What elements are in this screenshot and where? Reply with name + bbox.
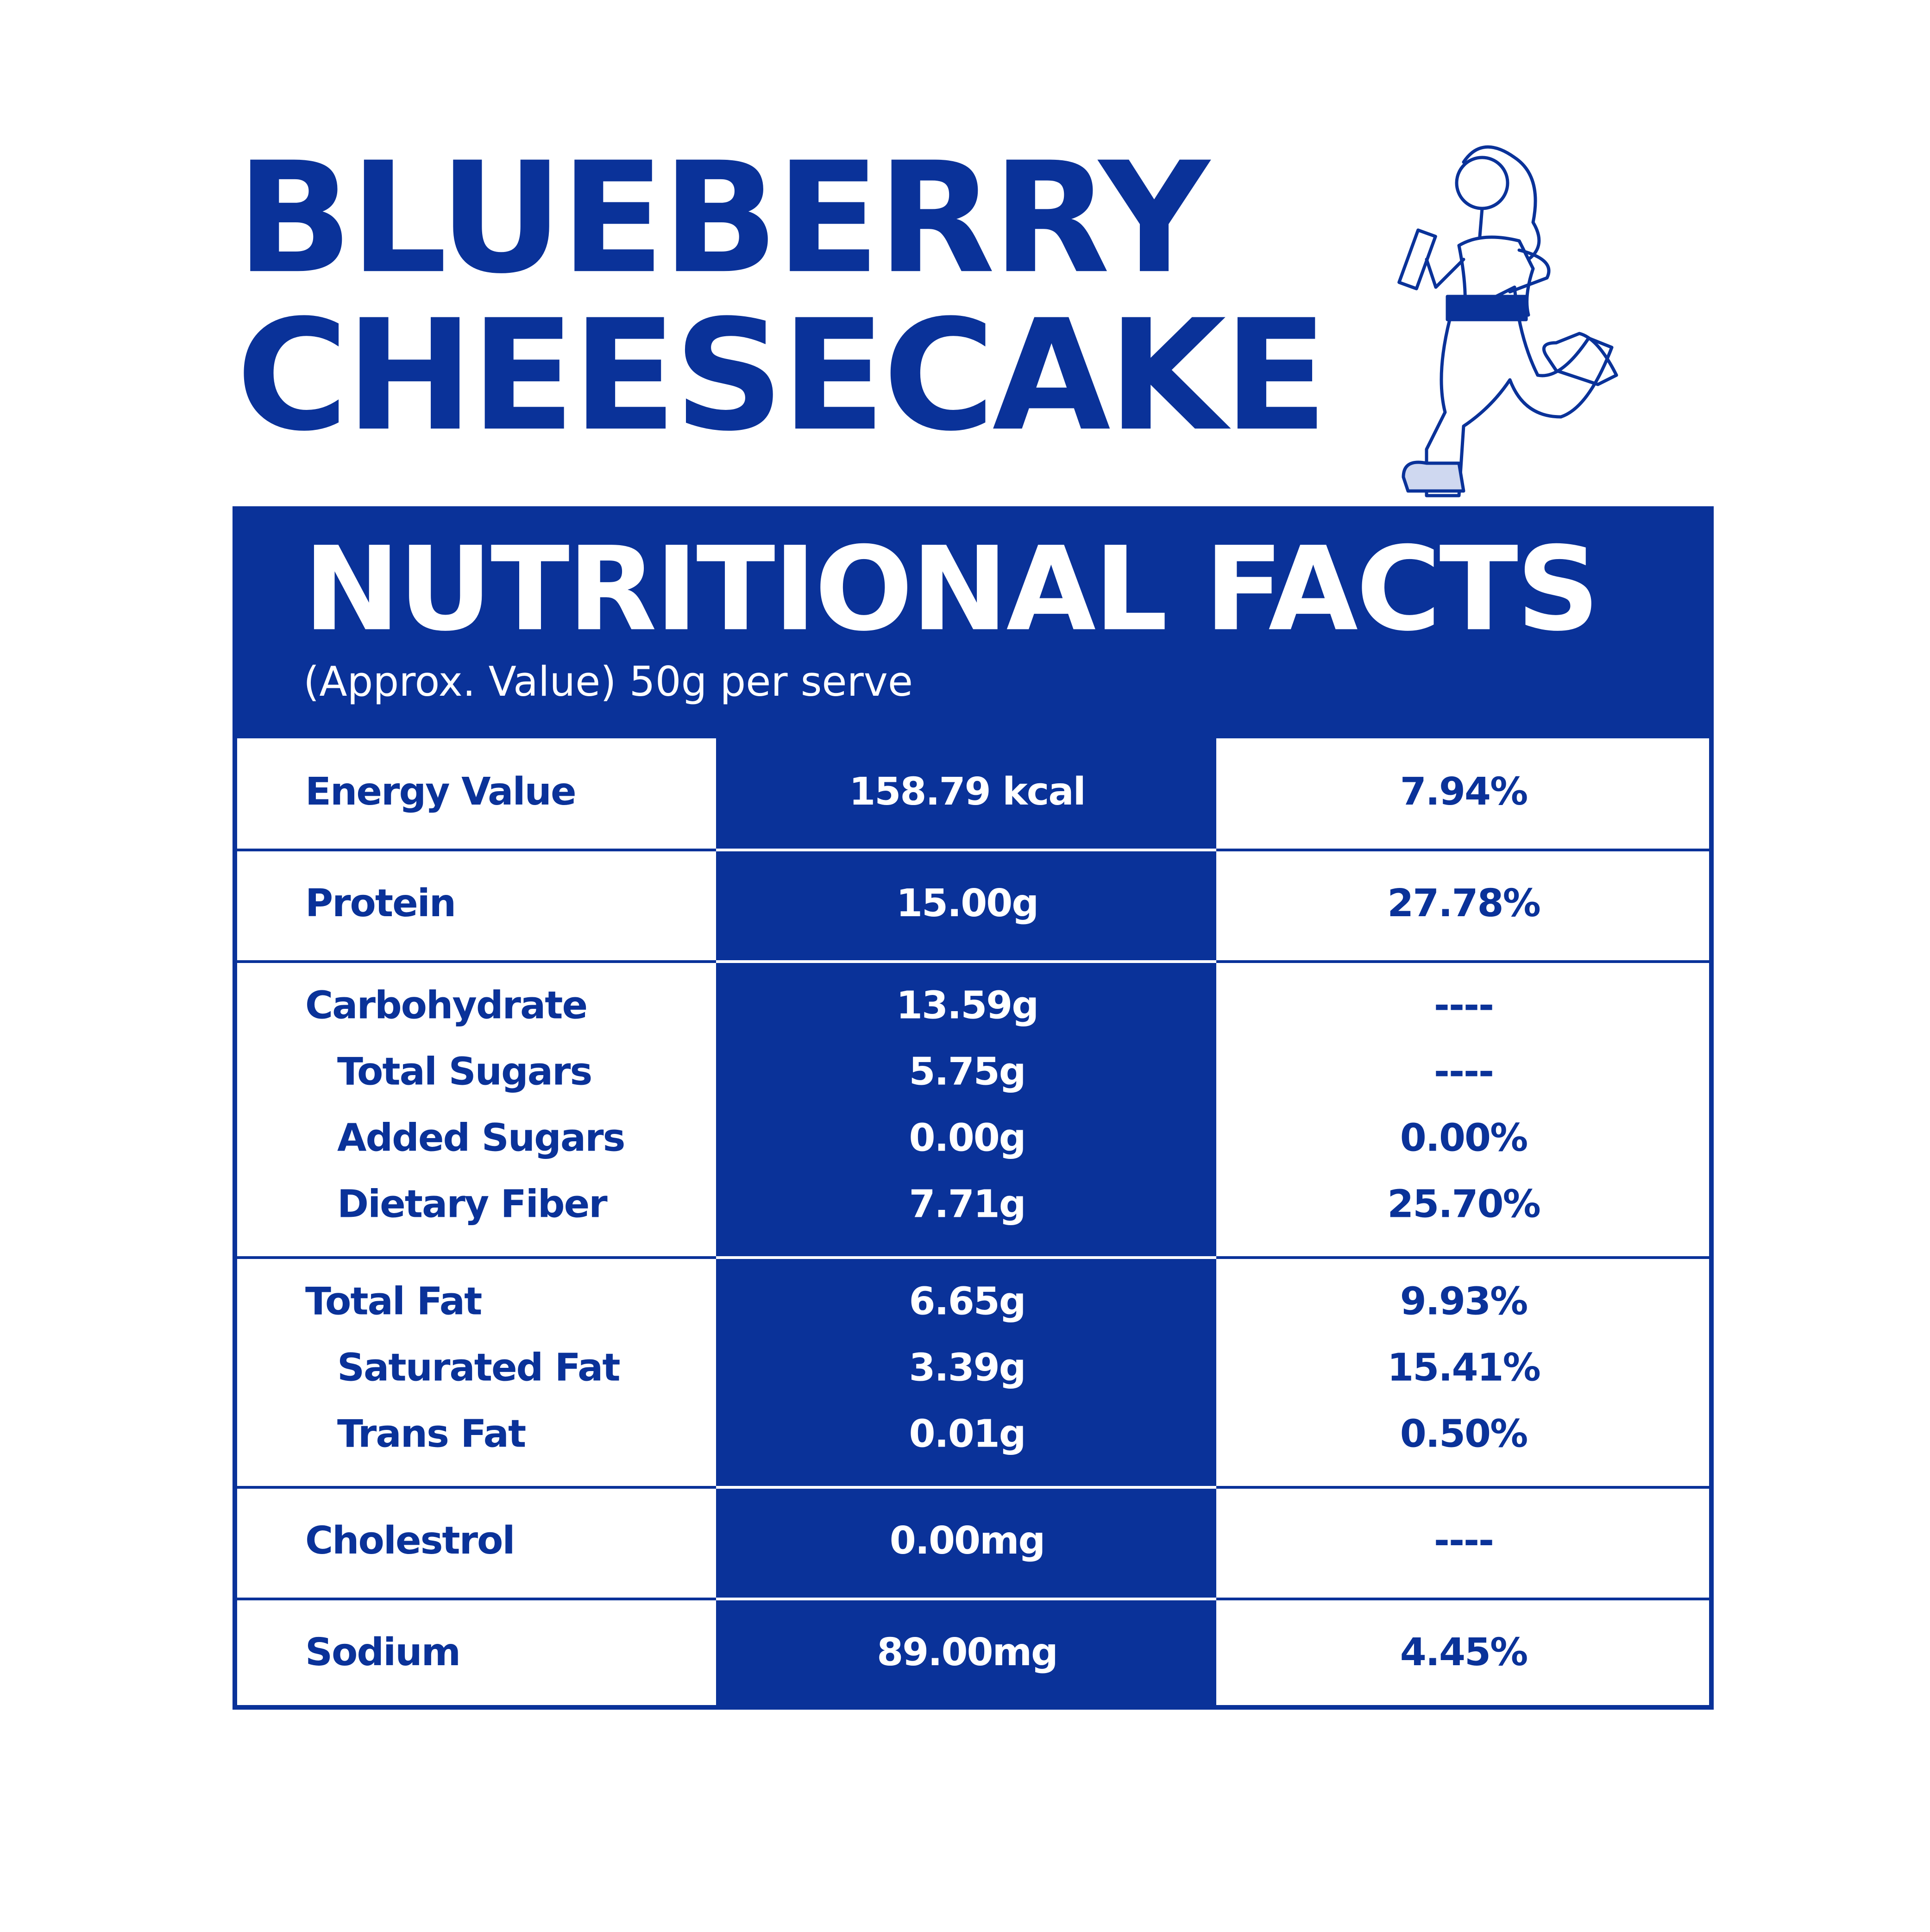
nutrient-amount: 0.00g: [909, 1116, 1025, 1160]
panel-title: NUTRITIONAL FACTS: [303, 522, 1598, 656]
daily-value: 9.93%: [1400, 1279, 1527, 1323]
nutrient-amount: 0.01g: [909, 1412, 1025, 1456]
panel-header: [233, 506, 1714, 738]
daily-value: 0.50%: [1400, 1412, 1527, 1456]
nutrient-amount: 15.00g: [896, 881, 1038, 925]
nutrient-amount: 3.39g: [909, 1346, 1025, 1390]
daily-value: 15.41%: [1387, 1346, 1540, 1390]
nutrient-amount: 7.71g: [909, 1182, 1025, 1226]
nutrient-name: Carbohydrate: [305, 983, 587, 1027]
daily-value: 25.70%: [1387, 1182, 1540, 1226]
nutrient-name: Total Sugars: [337, 1050, 591, 1094]
nutrient-name: Cholestrol: [305, 1519, 515, 1563]
nutrient-name: Dietary Fiber: [337, 1182, 608, 1226]
nutrient-amount: 13.59g: [896, 983, 1038, 1027]
panel-subtitle: (Approx. Value) 50g per serve: [303, 658, 913, 705]
nutrient-amount: 89.00mg: [877, 1630, 1057, 1674]
daily-value: 4.45%: [1400, 1630, 1527, 1674]
nutrient-amount: 5.75g: [909, 1050, 1025, 1094]
daily-value: 7.94%: [1400, 770, 1527, 814]
runner-illustration: [1397, 145, 1618, 497]
nutrient-name: Sodium: [305, 1630, 460, 1674]
daily-value: ----: [1434, 983, 1493, 1027]
nutrient-name: Protein: [305, 881, 455, 925]
title-line: BLUEBERRY: [236, 129, 1211, 307]
daily-value: ----: [1434, 1050, 1493, 1094]
table-border: [233, 506, 1714, 1710]
nutrient-name: Saturated Fat: [337, 1346, 620, 1390]
nutrient-amount: 6.65g: [909, 1279, 1025, 1323]
title-line: CHEESECAKE: [236, 287, 1325, 465]
nutrient-name: Added Sugars: [337, 1116, 624, 1160]
nutrient-name: Energy Value: [305, 770, 576, 814]
nutrient-amount: 0.00mg: [890, 1519, 1044, 1563]
daily-value: 27.78%: [1387, 881, 1540, 925]
nutrient-amount: 158.79 kcal: [849, 770, 1085, 814]
daily-value: 0.00%: [1400, 1116, 1527, 1160]
nutrient-name: Trans Fat: [337, 1412, 526, 1456]
nutrient-name: Total Fat: [305, 1279, 482, 1323]
daily-value: ----: [1434, 1519, 1493, 1563]
amount-column: [716, 738, 1216, 1707]
